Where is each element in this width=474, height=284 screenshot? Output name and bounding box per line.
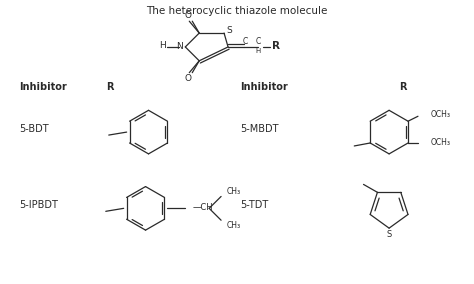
Text: CH₃: CH₃ <box>227 187 241 196</box>
Text: R: R <box>272 41 280 51</box>
Text: O: O <box>185 74 192 83</box>
Text: Inhibitor: Inhibitor <box>240 82 288 91</box>
Text: N: N <box>176 42 182 51</box>
Text: S: S <box>386 229 392 239</box>
Text: CH₃: CH₃ <box>227 221 241 230</box>
Text: H: H <box>255 48 261 54</box>
Text: OCH₃: OCH₃ <box>431 110 451 119</box>
Text: R: R <box>399 82 407 91</box>
Text: R: R <box>106 82 113 91</box>
Text: H: H <box>159 41 166 51</box>
Text: 5-MBDT: 5-MBDT <box>240 124 279 134</box>
Text: S: S <box>226 26 232 35</box>
Text: Inhibitor: Inhibitor <box>19 82 67 91</box>
Text: OCH₃: OCH₃ <box>431 139 451 147</box>
Text: 5-IPBDT: 5-IPBDT <box>19 201 58 210</box>
Text: The heterocyclic thiazole molecule: The heterocyclic thiazole molecule <box>146 6 328 16</box>
Text: 5-BDT: 5-BDT <box>19 124 49 134</box>
Text: C: C <box>242 37 247 47</box>
Text: 5-TDT: 5-TDT <box>240 201 268 210</box>
Text: C: C <box>255 37 261 47</box>
Text: —CH: —CH <box>192 203 213 212</box>
Text: O: O <box>185 11 192 20</box>
